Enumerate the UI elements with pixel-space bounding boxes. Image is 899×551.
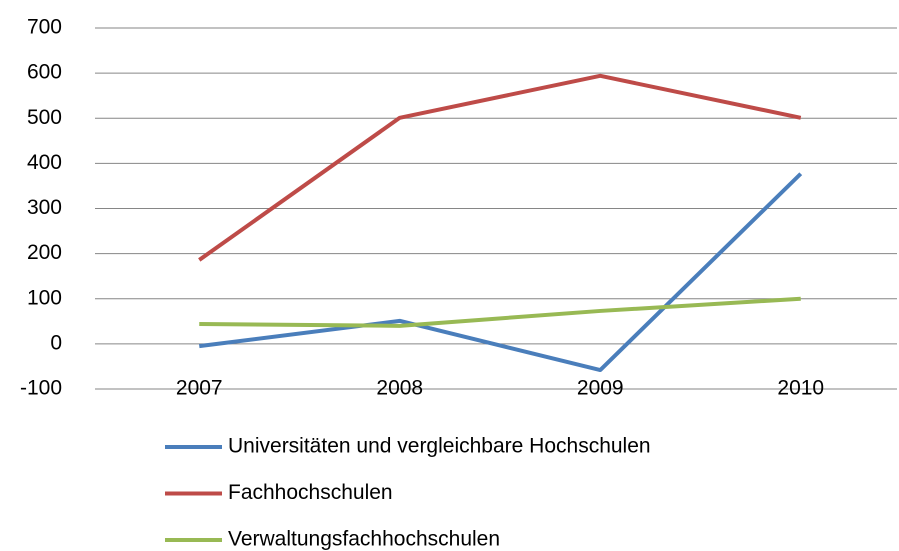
y-tick-label: -100: [20, 377, 62, 400]
legend-label: Universitäten und vergleichbare Hochschu…: [228, 435, 651, 458]
series-line: [199, 296, 801, 328]
y-tick-label: 200: [27, 241, 62, 264]
y-tick-label: 100: [27, 286, 62, 309]
y-tick-label: 600: [27, 61, 62, 84]
y-tick-label: 400: [27, 151, 62, 174]
x-tick-label: 2009: [577, 377, 624, 400]
y-tick-label: 700: [27, 16, 62, 39]
x-tick-label: 2010: [777, 377, 824, 400]
y-tick-label: 300: [27, 196, 62, 219]
series-line: [198, 172, 803, 373]
x-tick-label: 2007: [176, 377, 223, 400]
legend-label: Fachhochschulen: [228, 481, 393, 504]
x-tick-label: 2008: [376, 377, 423, 400]
y-tick-label: 500: [27, 106, 62, 129]
y-tick-label: 0: [50, 331, 62, 354]
series-line: [198, 73, 802, 262]
legend-label: Verwaltungsfachhochschulen: [228, 528, 500, 551]
